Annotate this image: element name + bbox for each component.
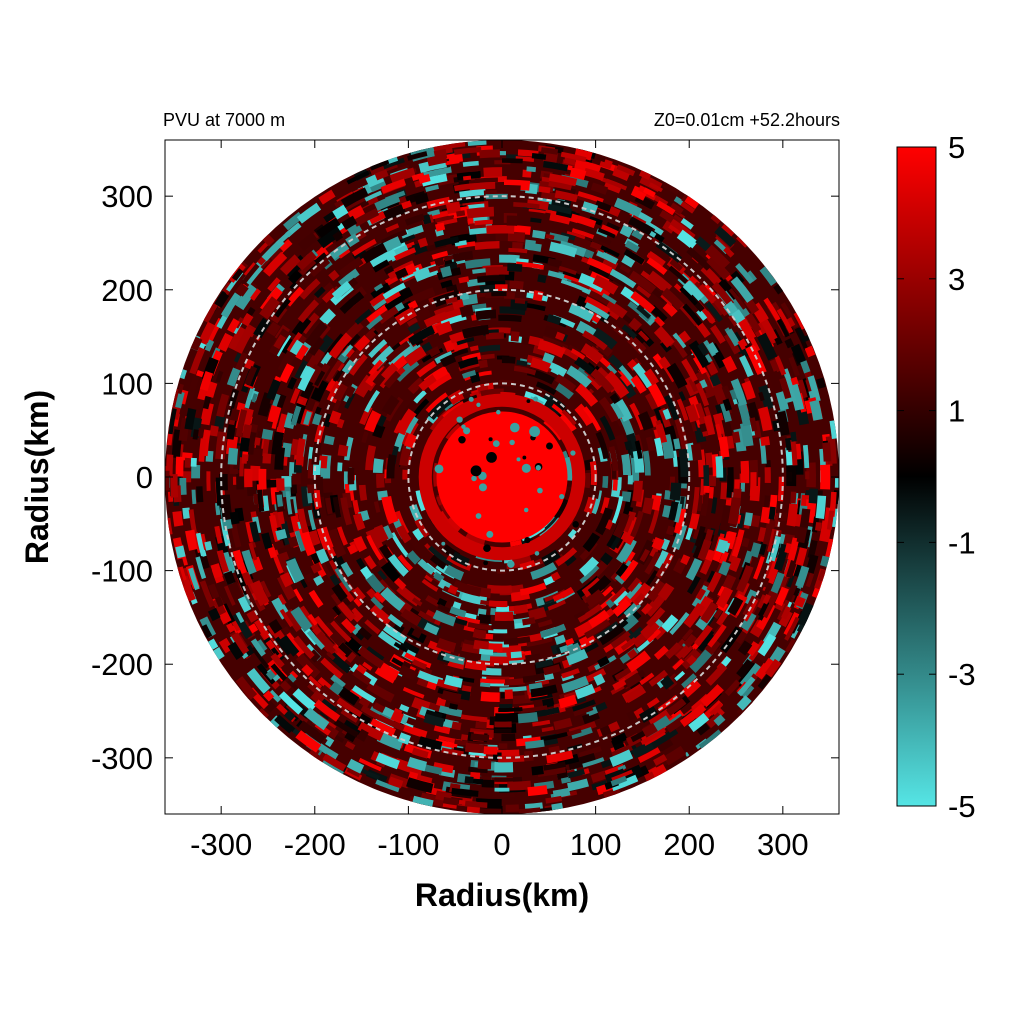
reference-circles (220, 195, 784, 759)
reference-circle-300 (220, 195, 784, 759)
x-tick-label: 100 (570, 827, 622, 862)
colorbar-tick-label: 5 (948, 130, 965, 165)
y-tick-label: 0 (136, 460, 153, 495)
x-tick-label: -300 (190, 827, 252, 862)
y-tick-label: -300 (91, 741, 153, 776)
x-tick-label: 0 (493, 827, 510, 862)
axis-ticks: -300 -200 -100 0 100 200 300 300 200 100 0 -100 -200… (91, 140, 839, 862)
colorbar-tick-label: -5 (948, 789, 976, 824)
x-tick-label: 200 (663, 827, 715, 862)
y-tick-label: 200 (101, 273, 153, 308)
colorbar-ticks: 5 3 1 -1 -3 -5 (897, 130, 976, 824)
y-tick-label: -100 (91, 554, 153, 589)
y-tick-label: -200 (91, 647, 153, 682)
y-axis-title: Radius(km) (19, 390, 55, 564)
x-axis-title: Radius(km) (415, 877, 589, 913)
colorbar-tick-label: 1 (948, 394, 965, 429)
chart-title-left: PVU at 7000 m (163, 110, 285, 130)
plot-area (165, 140, 839, 814)
y-tick-label: 300 (101, 179, 153, 214)
colorbar-tick-label: 3 (948, 262, 965, 297)
reference-circle-100 (407, 382, 597, 572)
x-tick-label: -200 (284, 827, 346, 862)
pv-field (165, 140, 839, 814)
colorbar (896, 146, 937, 807)
chart-title-right: Z0=0.01cm +52.2hours (654, 110, 840, 130)
x-tick-label: -100 (377, 827, 439, 862)
reference-circle-200 (313, 288, 691, 666)
colorbar-tick-label: -1 (948, 525, 976, 560)
colorbar-tick-label: -3 (948, 657, 976, 692)
y-tick-label: 100 (101, 366, 153, 401)
x-tick-label: 300 (757, 827, 809, 862)
